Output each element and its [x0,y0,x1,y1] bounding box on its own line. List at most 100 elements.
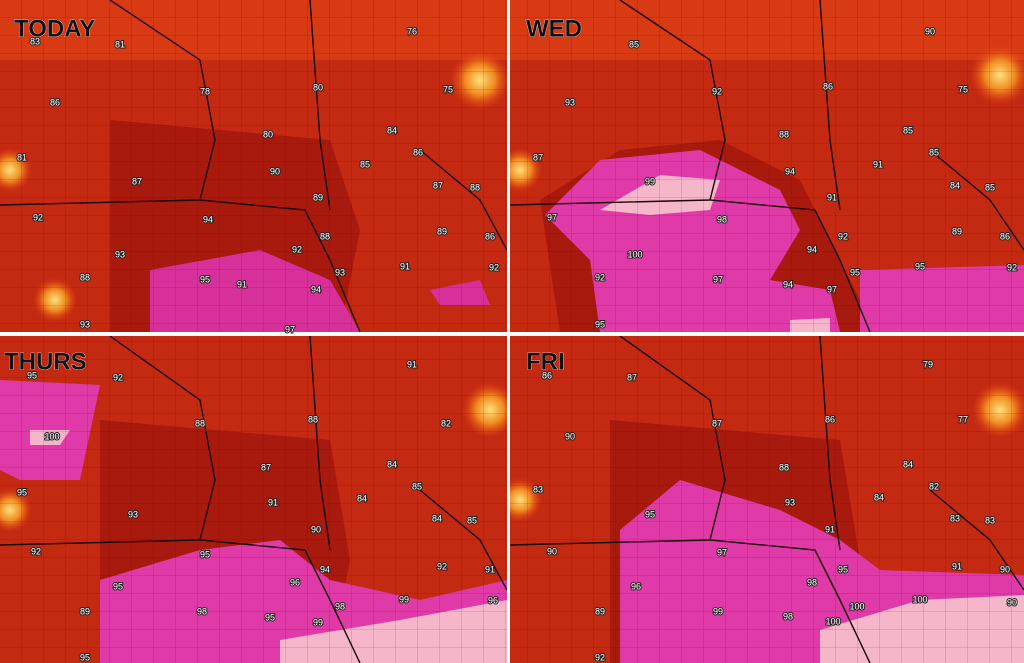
temperature-label: 91 [827,192,837,202]
temperature-label: 87 [712,418,722,428]
temperature-label: 84 [950,180,960,190]
temperature-label: 87 [627,372,637,382]
temperature-label: 91 [407,359,417,369]
temperature-label: 91 [825,524,835,534]
temperature-label: 97 [827,284,837,294]
temperature-label: 95 [80,652,90,662]
temperature-label: 94 [203,214,213,224]
temperature-label: 95 [265,612,275,622]
temperature-label: 88 [80,272,90,282]
temperature-label: 86 [542,370,552,380]
temperature-label: 86 [823,81,833,91]
temperature-label: 84 [357,493,367,503]
temperature-label: 89 [437,226,447,236]
temperature-label: 85 [929,147,939,157]
temperature-label: 92 [113,372,123,382]
temperature-label: 89 [313,192,323,202]
temperature-label: 98 [335,601,345,611]
temperature-label: 88 [779,462,789,472]
temperature-label: 95 [838,564,848,574]
temperature-label: 85 [360,159,370,169]
temperature-label: 95 [595,319,605,329]
temperature-label: 76 [407,26,417,36]
temperature-label: 90 [925,26,935,36]
temperature-label: 84 [432,513,442,523]
temperature-label: 97 [285,324,295,334]
panel-wed [510,0,1024,332]
temperature-label: 83 [950,513,960,523]
temperature-label: 100 [825,616,840,626]
temperature-label: 100 [849,601,864,611]
temperature-label: 98 [197,606,207,616]
temperature-label: 95 [113,581,123,591]
temperature-label: 95 [645,509,655,519]
temperature-label: 84 [903,459,913,469]
temperature-label: 90 [1000,564,1010,574]
temperature-label: 85 [629,39,639,49]
temperature-label: 92 [292,244,302,254]
temperature-label: 86 [413,147,423,157]
temperature-label: 93 [785,497,795,507]
temperature-label: 99 [399,594,409,604]
temperature-label: 100 [627,249,642,259]
temperature-label: 94 [807,244,817,254]
temperature-label: 87 [533,152,543,162]
temperature-label: 99 [645,176,655,186]
temperature-label: 84 [387,125,397,135]
temperature-label: 98 [717,214,727,224]
temperature-label: 81 [17,152,27,162]
panel-fri [510,336,1024,663]
temperature-label: 78 [200,86,210,96]
temperature-label: 95 [915,261,925,271]
temperature-label: 99 [313,617,323,627]
panel-title: FRI [526,348,565,375]
temperature-label: 86 [1000,231,1010,241]
temperature-label: 93 [128,509,138,519]
temperature-label: 88 [320,231,330,241]
temperature-label: 91 [268,497,278,507]
temperature-label: 82 [929,481,939,491]
temperature-label: 88 [195,418,205,428]
temperature-label: 95 [200,274,210,284]
panel-title: THURS [4,348,87,375]
temperature-label: 75 [958,84,968,94]
temperature-label: 82 [441,418,451,428]
temperature-label: 88 [470,182,480,192]
temperature-label: 93 [335,267,345,277]
temperature-label: 75 [443,84,453,94]
temperature-label: 96 [631,581,641,591]
temperature-label: 95 [850,267,860,277]
temperature-label: 88 [779,129,789,139]
panel-title: TODAY [14,15,95,42]
temperature-label: 80 [263,129,273,139]
temperature-label: 88 [308,414,318,424]
temperature-label: 100 [44,431,59,441]
temperature-label: 89 [952,226,962,236]
temperature-label: 94 [320,564,330,574]
temperature-label: 92 [489,262,499,272]
panel-thurs [0,336,507,663]
temperature-label: 94 [785,166,795,176]
temperature-label: 93 [80,319,90,329]
panel-title: WED [526,15,582,42]
temperature-label: 83 [30,36,40,46]
temperature-label: 94 [311,284,321,294]
temperature-label: 95 [200,549,210,559]
temperature-label: 90 [565,431,575,441]
temperature-label: 92 [33,212,43,222]
temperature-label: 92 [31,546,41,556]
temperature-label: 94 [783,279,793,289]
temperature-label: 86 [825,414,835,424]
temperature-label: 93 [115,249,125,259]
temperature-label: 92 [838,231,848,241]
temperature-label: 90 [1007,597,1017,607]
temperature-label: 92 [595,652,605,662]
temperature-label: 86 [50,97,60,107]
temperature-label: 93 [565,97,575,107]
temperature-label: 96 [488,595,498,605]
temperature-label: 91 [485,564,495,574]
temperature-label: 92 [712,86,722,96]
temperature-label: 87 [132,176,142,186]
temperature-label: 100 [912,594,927,604]
